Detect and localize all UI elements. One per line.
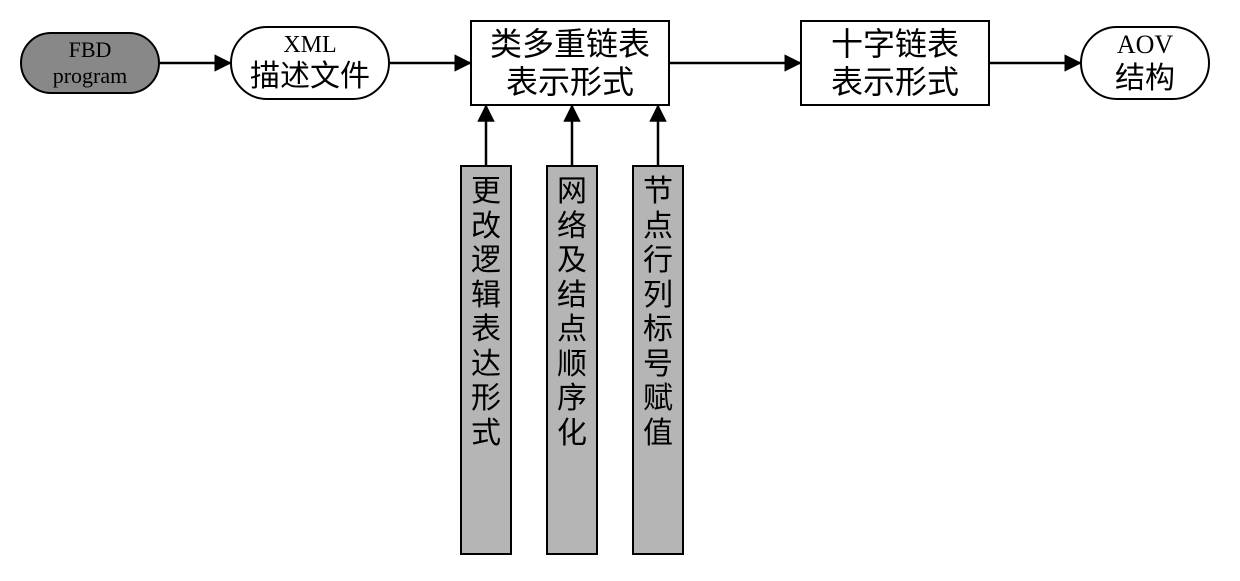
v1-c3: 辑 — [471, 279, 501, 314]
v3-c2: 行 — [643, 244, 673, 279]
node-crosslist-line2: 表示形式 — [831, 63, 959, 101]
v2-c3: 结 — [557, 279, 587, 314]
v3-c4: 标 — [643, 313, 673, 348]
v1-c0: 更 — [471, 175, 501, 210]
vbox-node-labels: 节 点 行 列 标 号 赋 值 — [632, 165, 684, 555]
node-aov-line1: AOV — [1117, 29, 1173, 60]
v1-c5: 达 — [471, 348, 501, 383]
v3-c5: 号 — [643, 348, 673, 383]
v2-c5: 顺 — [557, 348, 587, 383]
node-aov: AOV 结构 — [1080, 26, 1210, 100]
node-xml-line1: XML — [283, 31, 336, 60]
v2-c1: 络 — [557, 210, 587, 245]
v1-c1: 改 — [471, 210, 501, 245]
v3-c3: 列 — [643, 279, 673, 314]
node-xml-file: XML 描述文件 — [230, 26, 390, 100]
vbox-network-order: 网 络 及 结 点 顺 序 化 — [546, 165, 598, 555]
v2-c4: 点 — [557, 313, 587, 348]
v1-c2: 逻 — [471, 244, 501, 279]
node-aov-line2: 结构 — [1115, 61, 1175, 97]
node-fbd-line1: FBD — [69, 37, 112, 63]
v3-c6: 赋 — [643, 382, 673, 417]
v1-c6: 形 — [471, 382, 501, 417]
v3-c1: 点 — [643, 210, 673, 245]
node-xml-line2: 描述文件 — [250, 59, 370, 95]
v3-c0: 节 — [643, 175, 673, 210]
v1-c7: 式 — [471, 417, 501, 452]
vbox-change-logic: 更 改 逻 辑 表 达 形 式 — [460, 165, 512, 555]
v2-c0: 网 — [557, 175, 587, 210]
node-fbd-program: FBD program — [20, 32, 160, 94]
v1-c4: 表 — [471, 313, 501, 348]
v3-c7: 值 — [643, 417, 673, 452]
v2-c7: 化 — [557, 417, 587, 452]
node-multilist: 类多重链表 表示形式 — [470, 20, 670, 106]
node-multilist-line2: 表示形式 — [506, 63, 634, 101]
node-crosslist-line1: 十字链表 — [831, 25, 959, 63]
v2-c2: 及 — [557, 244, 587, 279]
node-multilist-line1: 类多重链表 — [490, 25, 650, 63]
v2-c6: 序 — [557, 382, 587, 417]
node-fbd-line2: program — [53, 63, 128, 89]
node-crosslist: 十字链表 表示形式 — [800, 20, 990, 106]
